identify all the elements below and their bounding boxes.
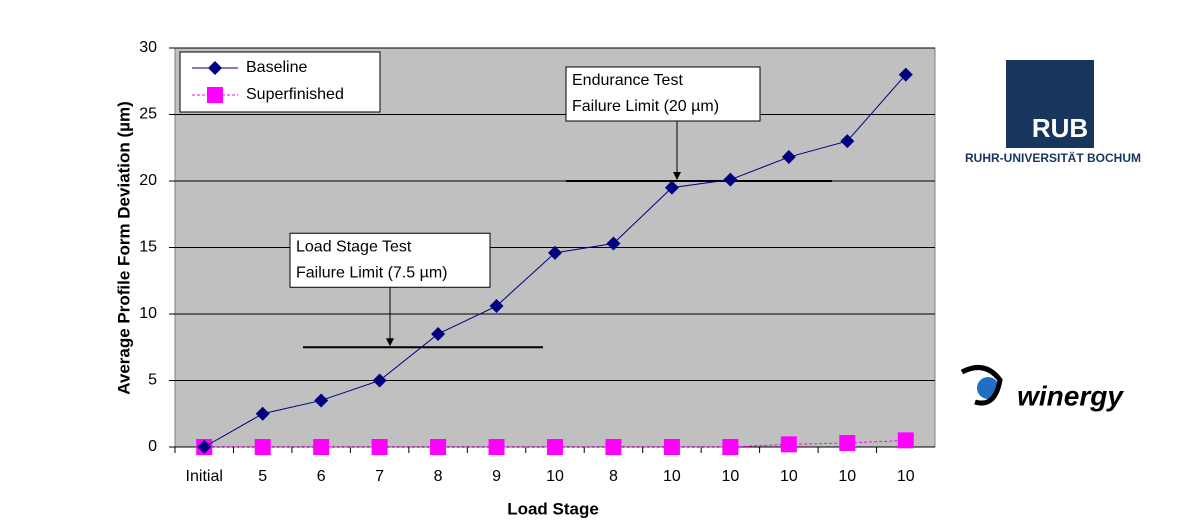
x-tick-label: 10 — [721, 468, 739, 485]
x-tick-label: 6 — [317, 468, 326, 485]
marker — [780, 436, 797, 453]
x-tick-label: 10 — [838, 468, 856, 485]
marker — [605, 439, 622, 455]
y-tick-label: 20 — [139, 172, 157, 189]
marker — [548, 245, 562, 260]
x-tick-label: 10 — [663, 468, 681, 485]
marker — [255, 406, 270, 421]
legend-label: Superfinished — [246, 86, 344, 103]
logo-swirl — [960, 365, 1003, 406]
marker — [839, 435, 856, 452]
marker — [254, 439, 271, 455]
annotation-text: Failure Limit (20 µm) — [572, 98, 719, 115]
marker — [547, 439, 563, 455]
rub-logo: RUB RUHR-UNIVERSITÄT BOCHUM — [950, 55, 1156, 180]
x-tick-label: 10 — [780, 468, 798, 485]
y-tick-label: 10 — [139, 305, 157, 322]
arrow-head — [386, 338, 394, 347]
annotation-box — [565, 66, 761, 122]
logo-text: winergy — [1017, 380, 1124, 411]
legend-label: Baseline — [246, 59, 307, 76]
marker — [372, 373, 387, 388]
marker — [664, 180, 679, 195]
marker — [430, 439, 447, 455]
x-tick-label: 5 — [258, 468, 267, 485]
y-axis-title: Average Profile Form Deviation (µm) — [114, 101, 133, 395]
marker — [663, 439, 680, 455]
marker — [781, 150, 796, 165]
y-tick-label: 30 — [139, 39, 157, 56]
annotation-text: Endurance Test — [572, 72, 683, 89]
x-axis-title: Load Stage — [507, 499, 599, 518]
x-tick-label: 8 — [609, 468, 618, 485]
marker — [208, 61, 222, 75]
marker — [313, 439, 330, 455]
marker — [314, 393, 329, 408]
x-tick-label: 9 — [492, 468, 501, 485]
logo-square — [1006, 60, 1094, 148]
marker — [488, 439, 505, 455]
annotation-text: Load Stage Test — [296, 238, 412, 255]
marker — [606, 236, 621, 251]
x-tick-label: 10 — [546, 468, 564, 485]
marker — [898, 67, 913, 82]
marker — [207, 87, 223, 103]
y-tick-label: 5 — [148, 372, 157, 389]
y-tick-label: 0 — [148, 438, 157, 455]
annotation-text: Failure Limit (7.5 µm) — [296, 264, 447, 281]
marker — [840, 134, 855, 149]
marker — [431, 326, 446, 341]
marker — [723, 172, 738, 187]
y-tick-label: 15 — [139, 239, 157, 256]
marker — [371, 439, 388, 455]
logo-text: RUB — [1032, 113, 1088, 143]
winergy-logo: winergy — [950, 362, 1140, 430]
logo-caption: RUHR-UNIVERSITÄT BOCHUM — [965, 150, 1141, 165]
y-tick-label: 25 — [139, 106, 157, 123]
x-tick-label: Initial — [186, 468, 223, 485]
arrow-head — [673, 172, 681, 180]
x-tick-label: 10 — [897, 468, 915, 485]
marker — [489, 299, 504, 314]
marker — [722, 439, 739, 455]
annotation-box — [289, 232, 491, 288]
x-tick-label: 7 — [375, 468, 384, 485]
x-tick-label: 8 — [434, 468, 443, 485]
marker — [197, 440, 212, 454]
marker — [897, 432, 914, 449]
